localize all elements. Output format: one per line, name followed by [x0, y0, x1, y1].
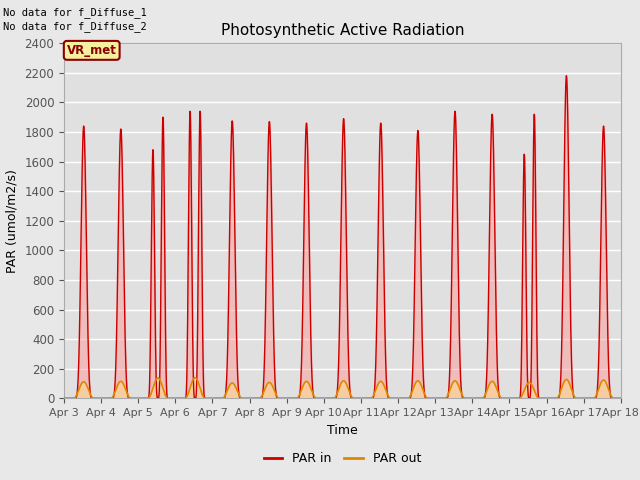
Text: No data for f_Diffuse_1
No data for f_Diffuse_2: No data for f_Diffuse_1 No data for f_Di… — [3, 7, 147, 32]
X-axis label: Time: Time — [327, 424, 358, 437]
Legend: PAR in, PAR out: PAR in, PAR out — [259, 447, 426, 470]
Title: Photosynthetic Active Radiation: Photosynthetic Active Radiation — [221, 23, 464, 38]
Y-axis label: PAR (umol/m2/s): PAR (umol/m2/s) — [6, 169, 19, 273]
Text: VR_met: VR_met — [67, 44, 116, 57]
